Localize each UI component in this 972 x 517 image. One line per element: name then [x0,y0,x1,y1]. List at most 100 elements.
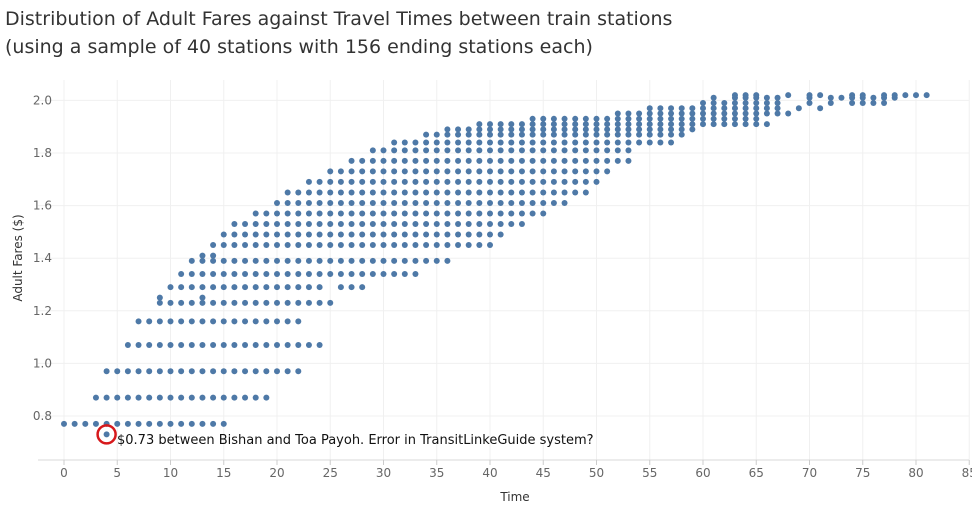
data-point [369,178,376,185]
data-point [487,231,493,238]
data-point [550,131,557,138]
data-point [444,147,451,154]
data-point [529,126,536,133]
data-point [497,168,504,175]
data-point [242,284,249,291]
data-point [518,126,525,133]
data-point [614,139,621,146]
data-point [582,189,589,196]
data-point [146,368,153,375]
data-point [103,368,110,375]
data-point [518,157,525,164]
data-point [678,110,685,117]
data-point [263,242,270,249]
data-point [252,210,259,217]
data-point [476,242,483,249]
data-point [668,110,675,117]
data-point [763,105,770,112]
data-point [646,115,653,122]
data-point [359,168,366,175]
data-point [210,270,217,277]
data-point [465,168,472,175]
data-point [178,318,185,325]
data-point [263,231,270,238]
data-point [518,199,525,206]
data-point [199,270,206,277]
data-point [348,178,355,185]
data-point [348,210,355,217]
data-point [337,270,344,277]
data-point [668,105,675,112]
data-point [252,242,259,249]
x-tick-label: 55 [642,466,657,480]
data-point [550,178,557,185]
data-point [753,92,760,99]
data-point [295,368,302,375]
data-point [252,299,259,306]
data-point [231,270,238,277]
data-point [380,168,387,175]
data-point [572,139,579,146]
data-point [369,168,376,175]
data-point [210,299,217,306]
data-point [295,257,302,264]
data-point [561,147,568,154]
data-point [284,318,291,325]
data-point [465,242,472,249]
data-point [337,178,344,185]
data-point [913,92,919,99]
data-point [220,242,227,249]
data-point [337,284,344,291]
data-point [220,420,227,427]
data-point [529,210,536,217]
data-point [156,318,163,325]
data-point [710,121,717,128]
data-point [284,341,291,348]
data-point [582,168,589,175]
data-point [625,126,632,133]
data-point [231,284,238,291]
data-point [487,147,493,154]
data-point [529,199,536,206]
data-point [508,189,515,196]
data-point [359,284,366,291]
data-point [731,121,738,128]
data-point [305,189,312,196]
data-point [305,178,312,185]
data-point [636,131,643,138]
data-point [561,189,568,196]
data-point [220,368,227,375]
data-point [433,189,440,196]
data-point [518,139,525,146]
data-point [295,341,302,348]
data-point [167,341,174,348]
data-point [923,92,930,99]
data-point [625,131,632,138]
data-point [178,341,185,348]
data-point [508,147,515,154]
data-point [423,242,430,249]
data-point [636,139,643,146]
data-point [178,368,185,375]
data-point [210,368,217,375]
data-point [263,341,270,348]
data-point [497,126,504,133]
data-point [114,420,121,427]
data-point [540,115,547,122]
data-point [369,231,376,238]
data-point [369,221,376,228]
data-point [497,189,504,196]
data-point [529,168,536,175]
data-point [284,270,291,277]
data-point [242,242,249,249]
data-point [540,121,547,128]
data-point [582,121,589,128]
data-point [508,121,515,128]
data-point [625,115,632,122]
data-point [487,139,493,146]
data-point [668,139,675,146]
x-tick-label: 40 [482,466,497,480]
data-point [188,270,195,277]
data-point [423,231,430,238]
data-point [188,318,195,325]
